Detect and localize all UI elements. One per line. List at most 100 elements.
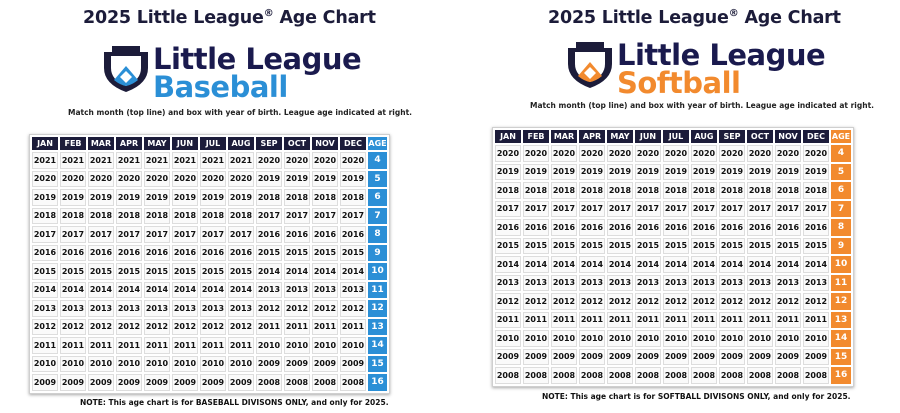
- birth-year-cell: 2015: [116, 263, 142, 280]
- birth-year-cell: 2016: [747, 219, 773, 236]
- birth-year-cell: 2019: [256, 170, 282, 187]
- birth-year-cell: 2020: [172, 170, 198, 187]
- table-header-row: JAN FEB MAR APR MAY JUN JUL AUG SEP OCT NOV DEC AGE: [32, 137, 387, 150]
- birth-year-cell: 2018: [144, 207, 170, 224]
- birth-year-cell: 2018: [200, 207, 226, 224]
- birth-year-cell: 2017: [747, 200, 773, 217]
- birth-year-cell: 2015: [803, 237, 829, 254]
- birth-year-cell: 2016: [803, 219, 829, 236]
- birth-year-cell: 2011: [775, 311, 801, 328]
- birth-year-cell: 2011: [60, 337, 86, 354]
- month-header: AUG: [691, 130, 717, 143]
- league-age-cell: 16: [831, 367, 851, 384]
- birth-year-cell: 2013: [340, 281, 366, 298]
- table-row: 2015 2015 2015 2015 2015 2015 2015 2015 2015 2015…: [495, 237, 851, 254]
- birth-year-cell: 2020: [803, 145, 829, 162]
- birth-year-cell: 2014: [775, 256, 801, 273]
- birth-year-cell: 2020: [256, 152, 282, 169]
- birth-year-cell: 2012: [635, 293, 661, 310]
- birth-year-cell: 2008: [340, 374, 366, 391]
- birth-year-cell: 2019: [312, 170, 338, 187]
- birth-year-cell: 2010: [579, 330, 605, 347]
- birth-year-cell: 2014: [495, 256, 521, 273]
- birth-year-cell: 2010: [523, 330, 549, 347]
- month-header: SEP: [719, 130, 745, 143]
- league-age-cell: 4: [368, 152, 387, 169]
- birth-year-cell: 2011: [719, 311, 745, 328]
- birth-year-cell: 2020: [663, 145, 689, 162]
- birth-year-cell: 2016: [88, 244, 114, 261]
- birth-year-cell: 2019: [607, 163, 633, 180]
- birth-year-cell: 2016: [523, 219, 549, 236]
- birth-year-cell: 2015: [284, 244, 310, 261]
- birth-year-cell: 2009: [691, 348, 717, 365]
- birth-year-cell: 2016: [60, 244, 86, 261]
- birth-year-cell: 2020: [144, 170, 170, 187]
- birth-year-cell: 2012: [144, 318, 170, 335]
- birth-year-cell: 2012: [312, 300, 338, 317]
- birth-year-cell: 2020: [312, 152, 338, 169]
- birth-year-cell: 2019: [495, 163, 521, 180]
- birth-year-cell: 2020: [228, 170, 254, 187]
- league-age-cell: 16: [368, 374, 387, 391]
- birth-year-cell: 2015: [340, 244, 366, 261]
- month-header: JUL: [663, 130, 689, 143]
- month-header: MAR: [88, 137, 114, 150]
- birth-year-cell: 2019: [88, 189, 114, 206]
- birth-year-cell: 2011: [116, 337, 142, 354]
- birth-year-cell: 2018: [719, 182, 745, 199]
- birth-year-cell: 2020: [32, 170, 58, 187]
- birth-year-cell: 2019: [775, 163, 801, 180]
- birth-year-cell: 2011: [88, 337, 114, 354]
- birth-year-cell: 2018: [495, 182, 521, 199]
- birth-year-cell: 2008: [256, 374, 282, 391]
- birth-year-cell: 2016: [775, 219, 801, 236]
- birth-year-cell: 2008: [495, 367, 521, 384]
- birth-year-cell: 2019: [144, 189, 170, 206]
- birth-year-cell: 2017: [88, 226, 114, 243]
- birth-year-cell: 2016: [172, 244, 198, 261]
- birth-year-cell: 2010: [719, 330, 745, 347]
- birth-year-cell: 2009: [495, 348, 521, 365]
- birth-year-cell: 2020: [551, 145, 577, 162]
- birth-year-cell: 2012: [340, 300, 366, 317]
- birth-year-cell: 2019: [663, 163, 689, 180]
- birth-year-cell: 2015: [144, 263, 170, 280]
- league-age-cell: 11: [831, 274, 851, 291]
- birth-year-cell: 2020: [495, 145, 521, 162]
- table-row: 2010 2010 2010 2010 2010 2010 2010 2010 2010 2010…: [495, 330, 851, 347]
- birth-year-cell: 2021: [32, 152, 58, 169]
- birth-year-cell: 2016: [32, 244, 58, 261]
- league-age-cell: 8: [368, 226, 387, 243]
- birth-year-cell: 2010: [635, 330, 661, 347]
- birth-year-cell: 2017: [200, 226, 226, 243]
- month-header: DEC: [803, 130, 829, 143]
- month-header: DEC: [340, 137, 366, 150]
- birth-year-cell: 2011: [312, 318, 338, 335]
- birth-year-cell: 2013: [691, 274, 717, 291]
- birth-year-cell: 2019: [116, 189, 142, 206]
- birth-year-cell: 2017: [663, 200, 689, 217]
- birth-year-cell: 2011: [284, 318, 310, 335]
- birth-year-cell: 2014: [635, 256, 661, 273]
- birth-year-cell: 2016: [144, 244, 170, 261]
- birth-year-cell: 2014: [116, 281, 142, 298]
- softball-note: NOTE: This age chart is for SOFTBALL DIV…: [542, 392, 851, 401]
- month-header: OCT: [747, 130, 773, 143]
- birth-year-cell: 2013: [495, 274, 521, 291]
- birth-year-cell: 2020: [116, 170, 142, 187]
- birth-year-cell: 2019: [803, 163, 829, 180]
- birth-year-cell: 2011: [172, 337, 198, 354]
- table-row: 2021 2021 2021 2021 2021 2021 2021 2021 2020 2020…: [32, 152, 387, 169]
- table-row: 2011 2011 2011 2011 2011 2011 2011 2011 2010 2010…: [32, 337, 387, 354]
- birth-year-cell: 2014: [228, 281, 254, 298]
- baseball-title-end: Age Chart: [273, 8, 376, 28]
- birth-year-cell: 2019: [32, 189, 58, 206]
- birth-year-cell: 2012: [60, 318, 86, 335]
- birth-year-cell: 2010: [144, 355, 170, 372]
- birth-year-cell: 2019: [551, 163, 577, 180]
- month-header: APR: [116, 137, 142, 150]
- table-row: 2012 2012 2012 2012 2012 2012 2012 2012 2012 2012…: [495, 293, 851, 310]
- month-header: MAY: [144, 137, 170, 150]
- birth-year-cell: 2010: [607, 330, 633, 347]
